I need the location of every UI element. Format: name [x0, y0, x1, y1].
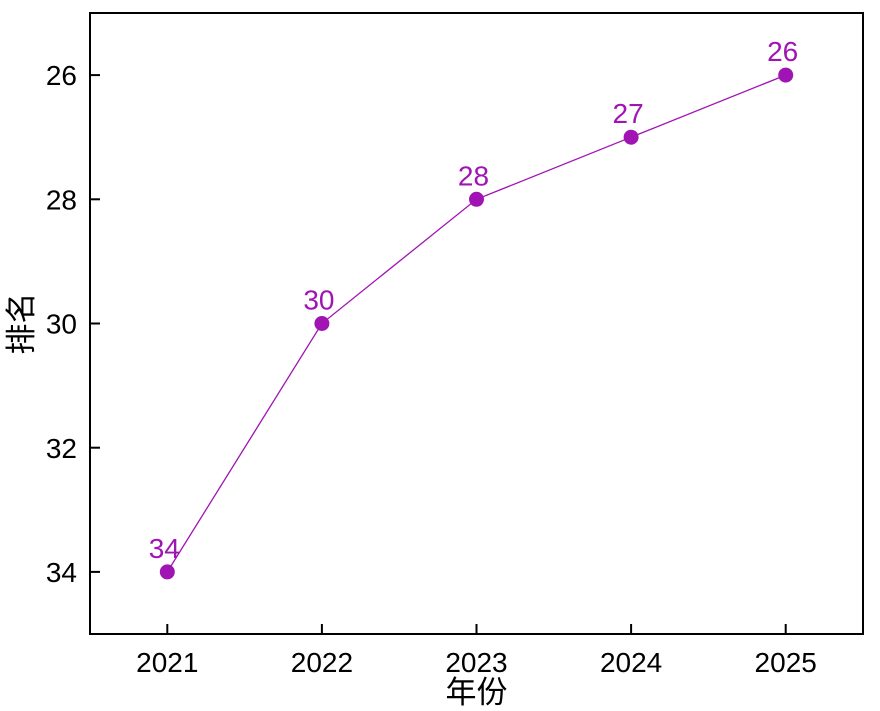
data-point-label: 28: [458, 160, 489, 191]
x-tick-label: 2025: [755, 647, 817, 678]
x-tick-label: 2022: [291, 647, 353, 678]
plot-frame: [89, 12, 864, 635]
y-tick-label: 28: [46, 184, 77, 215]
data-point-label: 27: [613, 98, 644, 129]
data-point: [469, 191, 484, 207]
data-point: [778, 67, 794, 83]
data-point: [159, 564, 175, 580]
x-axis-title: 年份: [446, 675, 508, 710]
data-point-label: 26: [767, 36, 798, 67]
data-point: [623, 129, 639, 145]
data-point: [314, 316, 330, 331]
y-axis-title: 排名: [4, 293, 39, 355]
y-tick-label: 32: [46, 433, 77, 464]
y-tick-label: 30: [46, 309, 77, 340]
y-tick-label: 34: [46, 557, 77, 588]
y-tick-label: 26: [46, 60, 77, 91]
x-tick-label: 2024: [600, 647, 662, 678]
data-point-label: 34: [149, 533, 180, 564]
x-tick-label: 2023: [445, 647, 507, 678]
data-point-label: 30: [303, 285, 334, 316]
x-tick-label: 2021: [136, 647, 198, 678]
data-line: [166, 74, 786, 573]
